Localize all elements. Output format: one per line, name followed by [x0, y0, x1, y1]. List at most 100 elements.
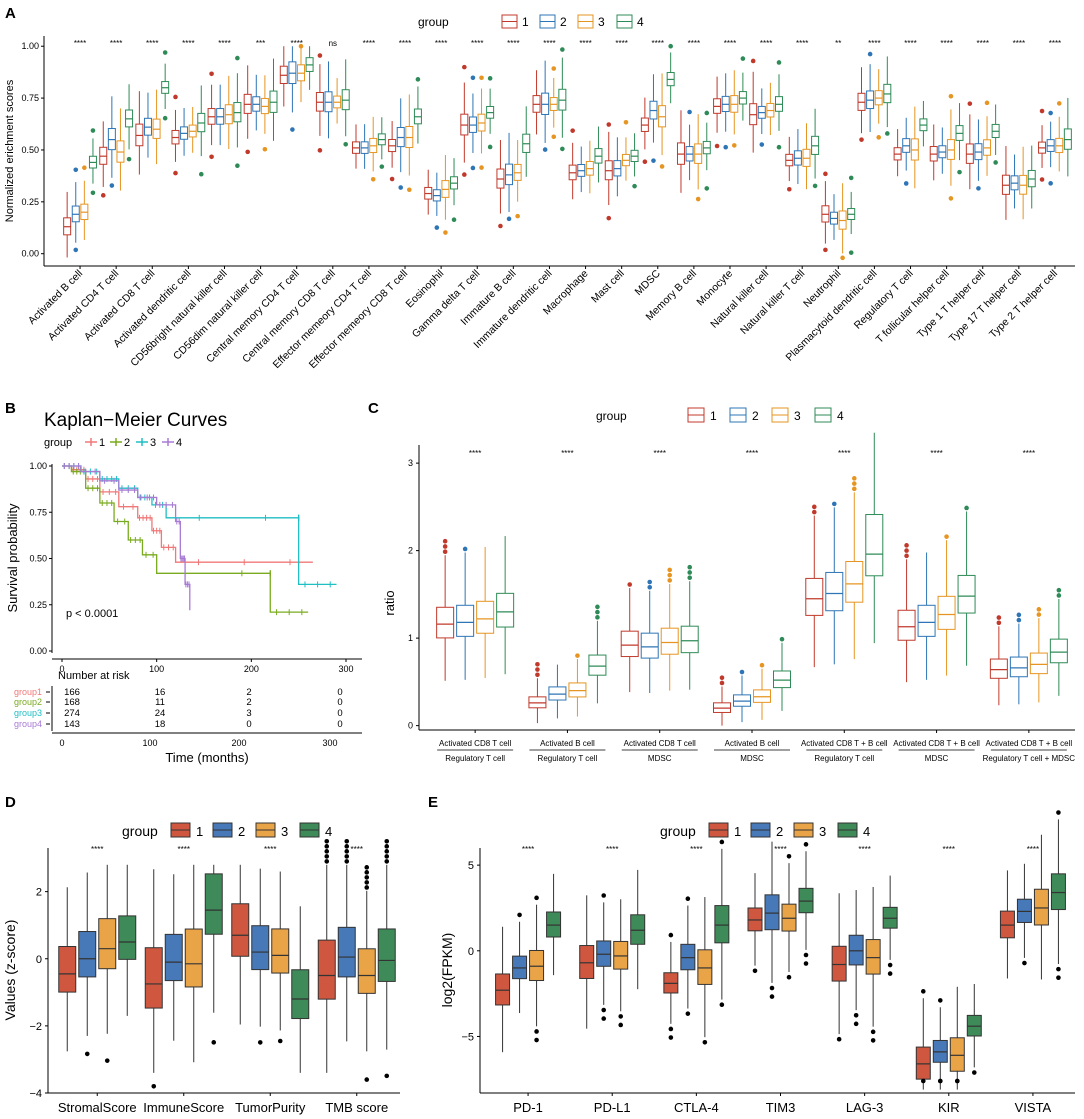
- significance-label: ****: [543, 39, 555, 48]
- outlier-point: [542, 147, 548, 152]
- box-group-2: [825, 501, 844, 665]
- outlier-point: [739, 669, 745, 675]
- box-group-1: [620, 582, 639, 693]
- outlier-point: [344, 849, 350, 854]
- legend-label: 2: [560, 15, 567, 29]
- outlier-point: [996, 620, 1002, 626]
- outlier-point: [964, 505, 969, 511]
- x-tick-label: ImmuneScore: [143, 1100, 224, 1115]
- box-group-2: [866, 51, 875, 133]
- outlier-point: [595, 615, 600, 620]
- box-body: [579, 945, 595, 979]
- outlier-point: [647, 579, 653, 585]
- legend-label: 2: [238, 824, 245, 839]
- box-group-1: [893, 129, 902, 177]
- box-group-3: [660, 567, 679, 691]
- box-group-3: [184, 864, 203, 1063]
- outlier-point: [759, 142, 765, 147]
- outlier-point: [667, 572, 673, 578]
- outlier-point: [687, 564, 693, 570]
- box-group-4: [197, 85, 206, 177]
- legend-label: 4: [176, 437, 182, 449]
- box-group-3: [838, 183, 847, 261]
- outlier-point: [948, 196, 954, 201]
- outlier-point: [623, 119, 629, 125]
- box-body: [317, 939, 336, 1000]
- box-group-3: [529, 895, 545, 1043]
- box-body: [118, 915, 137, 960]
- box-body: [184, 928, 203, 988]
- outlier-point: [823, 247, 828, 253]
- outlier-point: [470, 75, 476, 81]
- outlier-point: [1048, 181, 1053, 186]
- box-group-4: [773, 636, 791, 711]
- outlier-point: [702, 1039, 708, 1045]
- outlier-point: [769, 985, 775, 991]
- box-group-2: [505, 132, 514, 222]
- outlier-point: [344, 838, 350, 844]
- outlier-point: [937, 1078, 943, 1084]
- ratio-denominator: Regulatory T cell: [538, 754, 598, 763]
- outlier-point: [515, 213, 520, 219]
- risk-count: 2: [246, 697, 251, 708]
- y-tick-label: 0: [36, 954, 42, 966]
- outlier-point: [704, 186, 710, 191]
- outlier-point: [462, 546, 468, 552]
- outlier-point: [811, 509, 817, 515]
- box-group-2: [107, 96, 116, 188]
- box-group-3: [949, 986, 965, 1090]
- box-body: [529, 949, 545, 982]
- box-group-1: [436, 538, 455, 681]
- legend-label: 3: [794, 409, 801, 423]
- risk-row-label: group3: [14, 708, 42, 718]
- box-group-1: [676, 110, 685, 193]
- outlier-point: [1056, 966, 1061, 972]
- ratio-denominator: Regulatory T cell + MDSC: [983, 754, 1076, 763]
- box-group-3: [865, 886, 881, 1043]
- box-body: [596, 940, 612, 967]
- outlier-point: [957, 169, 962, 175]
- box-group-4: [546, 873, 562, 976]
- box-body: [831, 945, 847, 982]
- box-body: [144, 947, 163, 1009]
- y-tick-label: 2: [36, 887, 42, 899]
- box-group-3: [98, 864, 117, 1063]
- x-tick-label: Gamma delta T cell: [410, 268, 483, 341]
- box-group-4: [714, 839, 730, 1008]
- outlier-point: [876, 135, 882, 140]
- box-group-2: [902, 117, 911, 186]
- box-group-2: [932, 998, 948, 1090]
- outlier-point: [1056, 593, 1062, 598]
- y-axis-label: log2(FPKM): [439, 933, 455, 1008]
- box-group-4: [450, 158, 459, 223]
- outlier-point: [1056, 101, 1062, 106]
- box-group-3: [585, 140, 594, 194]
- outlier-point: [867, 51, 873, 57]
- box-group-4: [377, 117, 386, 169]
- outlier-point: [324, 859, 330, 864]
- outlier-point: [211, 1040, 217, 1045]
- outlier-point: [993, 160, 998, 165]
- box-body: [897, 609, 916, 641]
- outlier-point: [779, 636, 785, 642]
- x-axis-label: Time (months): [165, 750, 248, 765]
- box-group-1: [144, 869, 163, 1089]
- outlier-point: [944, 534, 949, 539]
- box-group-1: [135, 91, 144, 175]
- x-tick-label: 100: [149, 664, 164, 674]
- x-tick-label: Natural killer T cell: [738, 268, 807, 337]
- risk-row-label: group4: [14, 719, 42, 729]
- box-group-1: [99, 121, 108, 198]
- outlier-point: [668, 43, 673, 49]
- box-group-3: [188, 106, 197, 153]
- outlier-point: [109, 183, 115, 188]
- outlier-point: [364, 875, 370, 880]
- box-group-3: [874, 69, 883, 140]
- box-group-3: [910, 106, 919, 189]
- box-group-2: [733, 669, 751, 723]
- box-group-4: [291, 906, 310, 1073]
- box-body: [753, 689, 771, 703]
- y-axis-label: ratio: [382, 590, 397, 615]
- outlier-point: [343, 141, 349, 147]
